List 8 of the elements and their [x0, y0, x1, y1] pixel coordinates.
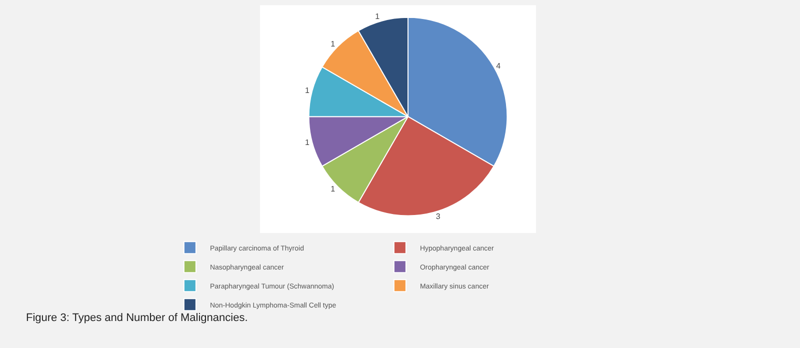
data-label: 1	[375, 12, 380, 22]
data-label: 3	[436, 212, 441, 222]
data-label: 1	[330, 40, 336, 49]
data-label: 1	[304, 86, 310, 96]
caption: Figure 3: Types and Number of Malignancies.	[26, 312, 248, 324]
data-label: 1	[304, 138, 310, 148]
data-label: 1	[330, 184, 336, 194]
data-label: 4	[496, 61, 502, 70]
